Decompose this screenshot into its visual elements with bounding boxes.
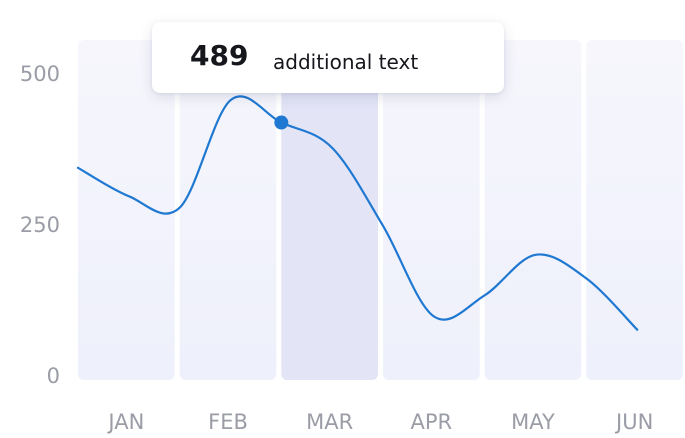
x-tick-label: MAY bbox=[511, 410, 555, 434]
column-jun[interactable] bbox=[586, 40, 683, 380]
tooltip-value: 489 bbox=[190, 39, 249, 72]
highlighted-data-point[interactable] bbox=[274, 115, 289, 130]
tooltip: 489 additional text bbox=[152, 22, 504, 93]
column-may[interactable] bbox=[484, 40, 582, 380]
y-tick-label: 250 bbox=[20, 213, 60, 237]
x-tick-label: MAR bbox=[306, 410, 353, 434]
tooltip-text: additional text bbox=[273, 50, 419, 74]
x-tick-label: FEB bbox=[208, 410, 248, 434]
y-tick-label: 500 bbox=[20, 62, 60, 86]
column-apr[interactable] bbox=[383, 40, 480, 380]
column-mar[interactable] bbox=[281, 40, 378, 380]
x-tick-label: JAN bbox=[106, 410, 144, 434]
series-line bbox=[76, 95, 639, 331]
x-tick-label: APR bbox=[411, 410, 453, 434]
x-tick-label: JUN bbox=[614, 410, 653, 434]
y-tick-label: 0 bbox=[47, 364, 60, 388]
column-feb[interactable] bbox=[179, 40, 277, 380]
column-jan[interactable] bbox=[78, 40, 175, 380]
